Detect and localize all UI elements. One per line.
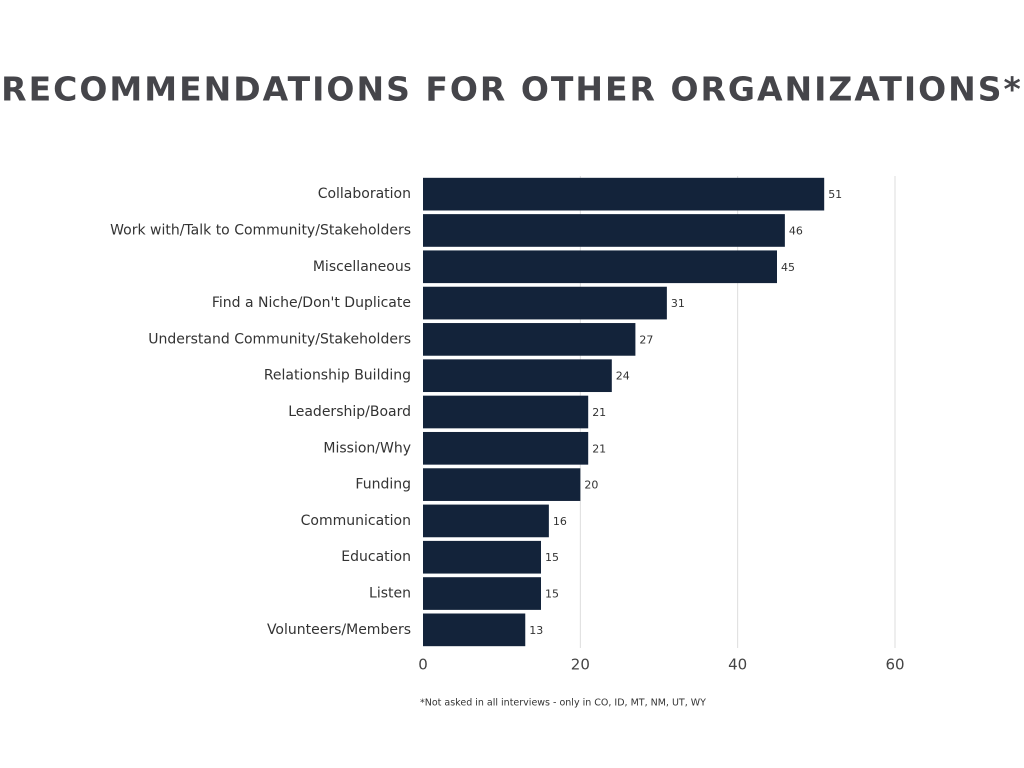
x-tick-label: 20 — [571, 656, 590, 674]
bar — [423, 323, 636, 356]
bar — [423, 359, 612, 393]
bar — [423, 214, 785, 247]
value-label: 21 — [592, 442, 606, 455]
value-label: 24 — [616, 370, 630, 383]
y-tick-label: Volunteers/Members — [267, 622, 411, 638]
y-tick-label: Miscellaneous — [313, 259, 411, 275]
y-tick-label: Education — [341, 549, 411, 565]
y-tick-label: Understand Community/Stakeholders — [148, 331, 411, 347]
y-tick-label: Collaboration — [318, 186, 411, 202]
y-tick-label: Mission/Why — [323, 440, 411, 456]
value-label: 46 — [789, 224, 803, 237]
bar — [423, 286, 667, 320]
footnote: *Not asked in all interviews - only in C… — [420, 698, 706, 709]
bar — [423, 395, 589, 429]
value-label: 13 — [529, 624, 543, 637]
y-tick-label: Funding — [355, 477, 411, 493]
value-label: 45 — [781, 261, 795, 274]
bar — [423, 577, 541, 610]
y-tick-label: Work with/Talk to Community/Stakeholders — [110, 222, 411, 238]
value-label: 15 — [545, 588, 559, 601]
y-tick-label: Listen — [369, 586, 411, 602]
bar — [423, 431, 589, 465]
value-label: 27 — [639, 333, 653, 346]
value-label: 15 — [545, 551, 559, 564]
chart-title: RECOMMENDATIONS FOR OTHER ORGANIZATIONS* — [1, 70, 1023, 109]
bar — [423, 540, 541, 574]
value-label: 31 — [671, 297, 685, 310]
bar — [423, 613, 526, 647]
bar — [423, 177, 825, 211]
y-tick-label: Leadership/Board — [288, 404, 411, 420]
y-tick-label: Find a Niche/Don't Duplicate — [212, 295, 411, 311]
value-label: 51 — [828, 188, 842, 201]
x-tick-label: 40 — [728, 656, 747, 674]
value-label: 16 — [553, 515, 567, 528]
y-tick-label: Relationship Building — [264, 368, 411, 384]
value-label: 21 — [592, 406, 606, 419]
y-tick-label: Communication — [301, 513, 411, 529]
bar — [423, 250, 777, 284]
bar — [423, 468, 581, 501]
x-tick-label: 60 — [885, 656, 904, 674]
x-tick-label: 0 — [418, 656, 428, 674]
value-label: 20 — [584, 479, 598, 492]
bar — [423, 504, 549, 538]
